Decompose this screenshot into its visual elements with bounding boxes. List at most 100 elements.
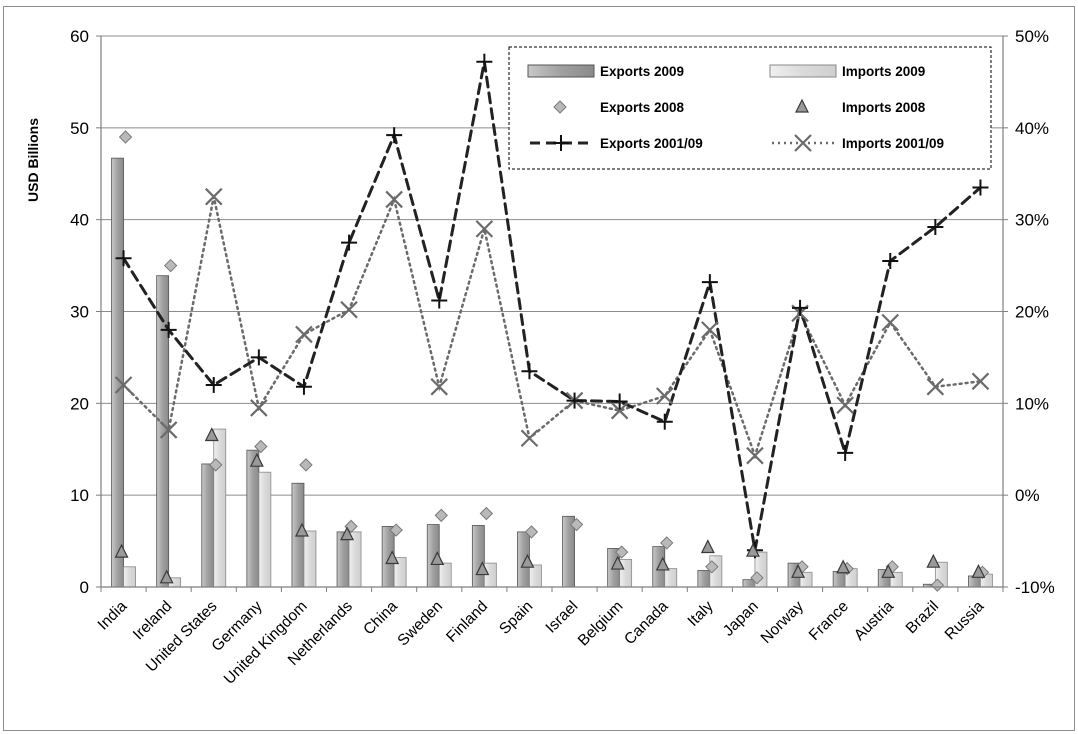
point-imports-2001-09-france xyxy=(836,396,854,414)
point-imports-2008-canada xyxy=(655,556,670,571)
point-imports-2001-09-austria xyxy=(881,313,900,332)
markers xyxy=(114,53,990,592)
point-exports-2001-09-united-states xyxy=(205,376,222,393)
legend-label-imports-2001-09: Imports 2001/09 xyxy=(842,136,944,151)
legend-item-exports-2001-09: Exports 2001/09 xyxy=(530,135,703,151)
bar-exports-2009-france xyxy=(832,570,846,588)
point-exports-2008-germany xyxy=(254,439,268,454)
left-axis-ticks: 0 10 20 30 40 50 60 xyxy=(70,27,101,597)
legend-swatch-exports-2008 xyxy=(553,100,567,114)
left-tick-label: 10 xyxy=(70,486,89,505)
left-tick-label: 40 xyxy=(70,211,89,230)
cross-marker-b xyxy=(430,378,449,396)
bar-exports-2009-japan xyxy=(742,579,756,588)
legend-label-exports-2001-09: Exports 2001/09 xyxy=(600,136,703,151)
cross-marker-b xyxy=(881,313,900,332)
point-exports-2001-09-norway xyxy=(792,299,809,316)
point-imports-2001-09-china xyxy=(385,190,403,209)
right-tick-label: 10% xyxy=(1015,394,1049,413)
category-label-china: China xyxy=(360,598,401,639)
point-imports-2008-belgium xyxy=(610,555,625,570)
category-label-france: France xyxy=(806,598,852,644)
cross-marker-b xyxy=(971,372,990,391)
point-imports-2001-09-united-kingdom xyxy=(295,325,313,344)
bar-exports-2009-italy xyxy=(697,570,711,588)
cross-marker-b xyxy=(610,401,629,420)
right-tick-label: 50% xyxy=(1015,27,1049,46)
category-label-japan: Japan xyxy=(720,598,762,640)
point-imports-2001-09-netherlands xyxy=(340,300,358,319)
legend-marker-exports-2001-09 xyxy=(553,135,569,151)
point-imports-2008-sweden xyxy=(430,551,445,566)
cross-marker-b xyxy=(701,321,719,339)
bar-imports-2009-united-kingdom xyxy=(303,530,317,588)
cross-marker-b xyxy=(794,134,812,152)
point-exports-2008-belgium xyxy=(614,545,629,559)
point-imports-2008-germany xyxy=(249,452,264,467)
point-imports-2001-09-finland xyxy=(475,220,494,238)
point-imports-2001-09-united-states xyxy=(204,187,223,206)
bar-imports-2009-canada xyxy=(664,568,678,588)
category-label-finland: Finland xyxy=(443,598,491,646)
point-exports-2001-09-netherlands xyxy=(341,234,358,251)
point-exports-2001-09-germany xyxy=(250,349,267,366)
point-imports-2001-09-ireland xyxy=(159,421,178,439)
category-label-russia: Russia xyxy=(942,598,988,644)
point-exports-2008-china xyxy=(389,523,403,537)
point-exports-2001-09-russia xyxy=(972,179,989,196)
point-imports-2008-united-states xyxy=(204,427,219,442)
cross-marker-b xyxy=(159,421,178,439)
legend-item-imports-2001-09: Imports 2001/09 xyxy=(772,134,944,152)
bar-exports-2009-united-states xyxy=(201,463,215,588)
cross-marker-b xyxy=(204,187,223,206)
right-tick-label: 40% xyxy=(1015,119,1049,138)
point-imports-2008-united-kingdom xyxy=(294,522,309,537)
point-imports-2001-09-japan xyxy=(746,446,764,465)
point-exports-2008-united-states xyxy=(209,458,223,472)
cross-marker-b xyxy=(746,446,764,465)
cross-marker-b xyxy=(926,378,945,396)
point-imports-2001-09-brazil xyxy=(926,378,945,396)
point-imports-2008-italy xyxy=(700,539,715,554)
cross-marker-b xyxy=(295,325,313,344)
bar-imports-2009-india xyxy=(123,566,136,588)
legend-item-exports-2008: Exports 2008 xyxy=(553,100,685,115)
point-exports-2001-09-finland xyxy=(476,53,493,70)
y-axis-label: USD Billions xyxy=(25,118,41,202)
category-label-india: India xyxy=(95,598,131,634)
bar-imports-2009-spain xyxy=(529,564,542,588)
right-tick-label: 0% xyxy=(1015,486,1040,505)
bar-imports-2009-germany xyxy=(258,471,272,588)
right-axis-ticks: -10% 0% 10% 20% 30% 40% 50% xyxy=(1003,27,1055,597)
bar-exports-2009-india xyxy=(111,157,124,588)
cross-marker-b xyxy=(385,190,403,209)
legend-label-exports-2008: Exports 2008 xyxy=(600,100,685,115)
cross-marker-b xyxy=(475,220,494,238)
point-imports-2008-brazil xyxy=(926,553,941,568)
point-imports-2001-09-sweden xyxy=(430,378,449,396)
category-label-austria: Austria xyxy=(851,598,897,644)
cross-marker-b xyxy=(114,376,133,394)
point-exports-2008-canada xyxy=(660,536,674,550)
category-label-israel: Israel xyxy=(543,598,582,637)
cross-marker-b xyxy=(250,399,268,417)
legend-item-imports-2008: Imports 2008 xyxy=(795,98,926,115)
category-label-united-kingdom: United Kingdom xyxy=(221,598,311,688)
point-imports-2001-09-india xyxy=(114,376,133,394)
left-tick-label: 60 xyxy=(70,27,89,46)
point-exports-2001-09-united-kingdom xyxy=(295,378,312,395)
point-exports-2001-09-canada xyxy=(656,413,673,430)
point-imports-2008-finland xyxy=(475,561,490,576)
legend-marker-imports-2001-09 xyxy=(794,134,812,152)
point-imports-2008-norway xyxy=(791,563,806,578)
line-imports-2001-09 xyxy=(122,195,982,460)
point-imports-2001-09-belgium xyxy=(610,401,629,420)
right-tick-label: -10% xyxy=(1015,578,1055,597)
legend-label-exports-2009: Exports 2009 xyxy=(600,64,684,79)
point-exports-2001-09-sweden xyxy=(431,292,448,309)
point-exports-2008-india xyxy=(118,130,133,144)
point-exports-2001-09-brazil xyxy=(927,219,944,236)
point-exports-2001-09-ireland xyxy=(160,321,177,338)
point-imports-2008-spain xyxy=(520,553,535,568)
